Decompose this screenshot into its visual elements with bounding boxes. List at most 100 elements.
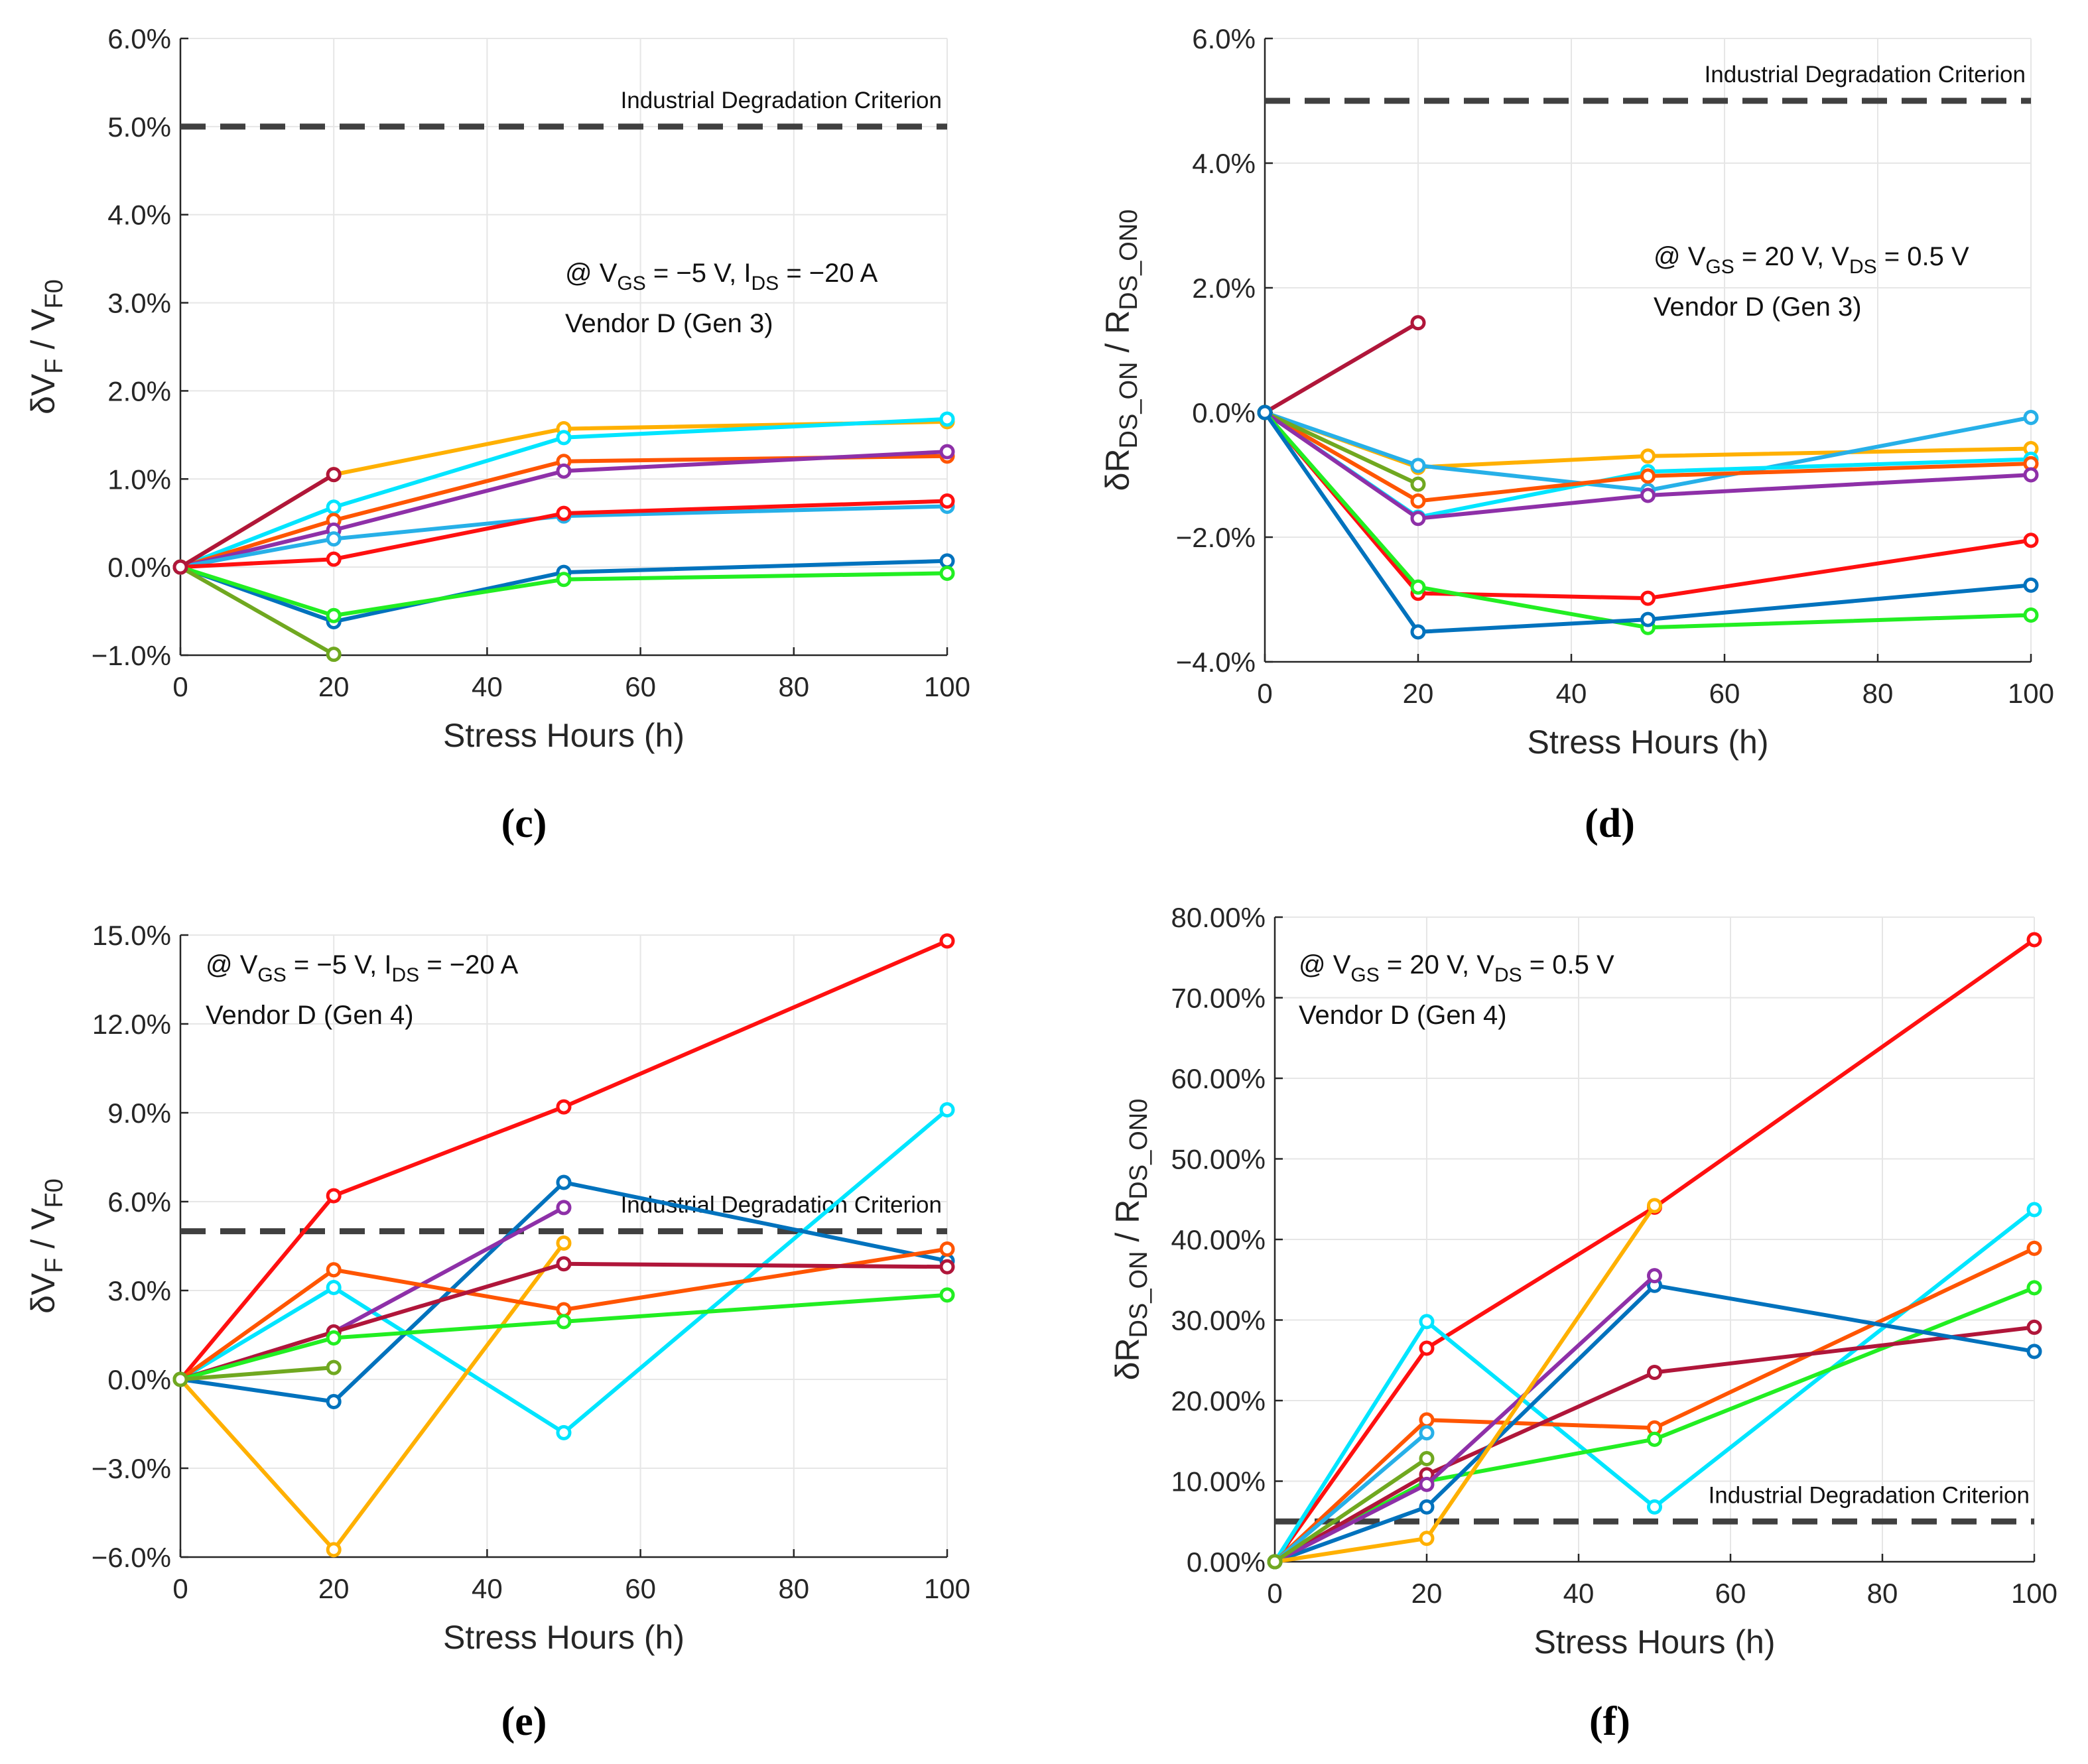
series-line-6 — [1263, 410, 1420, 487]
series-line-9 — [178, 1365, 336, 1381]
criterion-label: Industrial Degradation Criterion — [1709, 1482, 2030, 1508]
x-tick-label: 20 — [1411, 1578, 1443, 1609]
y-axis-label: δVF​ / VF0​ — [25, 279, 68, 414]
series-line-7 — [178, 1261, 949, 1381]
data-point — [556, 572, 572, 588]
data-point — [939, 1241, 955, 1257]
y-axis-label: δVF​ / VF0​ — [25, 1178, 68, 1314]
data-point — [1410, 458, 1426, 473]
x-tick-label: 40 — [1556, 678, 1587, 709]
panel-caption: (c) — [501, 801, 547, 846]
x-tick-label: 20 — [318, 1573, 350, 1604]
data-point — [1647, 1364, 1662, 1380]
x-tick-label: 80 — [1867, 1578, 1898, 1609]
data-point — [556, 1174, 572, 1190]
x-tick-label: 100 — [924, 1573, 970, 1604]
series-line-4 — [178, 450, 949, 570]
y-tick-label: 1.0% — [107, 464, 171, 495]
y-tick-label: 5.0% — [107, 111, 171, 143]
data-point — [1410, 624, 1426, 640]
y-tick-label: 30.00% — [1171, 1305, 1266, 1336]
x-axis-label: Stress Hours (h) — [1534, 1623, 1776, 1661]
data-point — [1640, 448, 1656, 464]
x-tick-label: 20 — [318, 671, 350, 702]
data-point — [1640, 468, 1656, 484]
series-line-10 — [178, 472, 336, 570]
x-tick-label: 40 — [1563, 1578, 1595, 1609]
x-tick-label: 0 — [172, 1573, 188, 1604]
x-axis-label: Stress Hours (h) — [443, 717, 685, 754]
annotation-line-1: @ VGS​ = 20 V, VDS​ = 0.5 V — [1299, 950, 1614, 986]
series-line-2 — [1273, 1208, 2036, 1564]
x-tick-label: 0 — [172, 671, 188, 702]
y-tick-label: 80.00% — [1171, 902, 1266, 933]
y-tick-label: 50.00% — [1171, 1144, 1266, 1175]
data-point — [1640, 487, 1656, 503]
data-point — [939, 565, 955, 581]
data-point — [2026, 1344, 2042, 1359]
data-point — [556, 463, 572, 479]
series-line-5 — [1273, 1325, 2036, 1564]
series-line-6 — [1273, 1283, 2036, 1564]
y-tick-label: 3.0% — [107, 1275, 171, 1306]
y-tick-label: −1.0% — [92, 640, 171, 671]
data-point — [2023, 577, 2039, 593]
data-point — [1419, 1425, 1435, 1441]
chart-panel-c: 0 20 40 60 80 100 −1.0% 0.0% 1.0% 2.0% 3.0% 4.0% 5.0… — [25, 23, 970, 846]
y-tick-label: 4.0% — [1192, 148, 1256, 179]
data-point — [556, 1256, 572, 1272]
series-line-3 — [178, 454, 949, 570]
y-tick-label: 2.0% — [1192, 273, 1256, 304]
data-point — [2026, 1319, 2042, 1335]
annotation-line-2: Vendor D (Gen 3) — [1654, 292, 1862, 322]
data-point — [1419, 1314, 1435, 1330]
series-line-8 — [1263, 410, 2033, 601]
y-axis-label: δRDS_ON​ / RDS_ON0​ — [1099, 210, 1143, 491]
x-axis-label: Stress Hours (h) — [443, 1619, 685, 1656]
data-point — [939, 553, 955, 569]
data-point — [1410, 476, 1426, 492]
panel-caption: (f) — [1589, 1699, 1630, 1744]
data-point — [326, 1394, 342, 1409]
data-point — [2023, 410, 2039, 426]
x-tick-label: 100 — [2011, 1578, 2057, 1609]
data-point — [1419, 1531, 1435, 1546]
series-line-5 — [178, 504, 949, 570]
annotation-line-2: Vendor D (Gen 3) — [565, 309, 773, 338]
y-tick-label: 2.0% — [107, 375, 171, 407]
data-point — [1647, 1268, 1662, 1284]
data-point — [326, 467, 342, 483]
data-point — [1257, 405, 1273, 420]
data-point — [2026, 1202, 2042, 1218]
data-point — [1419, 1476, 1435, 1492]
y-tick-label: 12.0% — [92, 1009, 171, 1040]
x-tick-label: 80 — [778, 1573, 809, 1604]
series-line-3 — [1263, 410, 2033, 493]
x-tick-label: 100 — [924, 671, 970, 702]
data-point — [1410, 511, 1426, 527]
data-point — [326, 499, 342, 515]
data-point — [939, 1287, 955, 1303]
data-point — [556, 1099, 572, 1115]
series-line-1 — [1263, 320, 1420, 414]
data-point — [556, 430, 572, 446]
x-tick-label: 40 — [472, 1573, 503, 1604]
data-point — [1640, 590, 1656, 606]
y-tick-label: 9.0% — [107, 1098, 171, 1129]
x-tick-label: 60 — [1715, 1578, 1746, 1609]
y-tick-label: −3.0% — [92, 1453, 171, 1484]
series-line-2 — [178, 416, 949, 570]
chart-panel-f: 0 20 40 60 80 100 0.00% 10.00% 20.00% 30.00% 40.00… — [1109, 902, 2057, 1744]
data-point — [172, 1371, 188, 1387]
x-tick-label: 40 — [472, 671, 503, 702]
series-line-1 — [178, 938, 949, 1381]
data-point — [326, 1188, 342, 1204]
panel-caption: (e) — [501, 1699, 547, 1744]
x-tick-label: 20 — [1403, 678, 1434, 709]
y-tick-label: 3.0% — [107, 288, 171, 319]
data-point — [1410, 315, 1426, 331]
data-point — [556, 1302, 572, 1318]
x-tick-label: 60 — [625, 1573, 656, 1604]
series-line-9 — [1273, 1430, 1429, 1564]
